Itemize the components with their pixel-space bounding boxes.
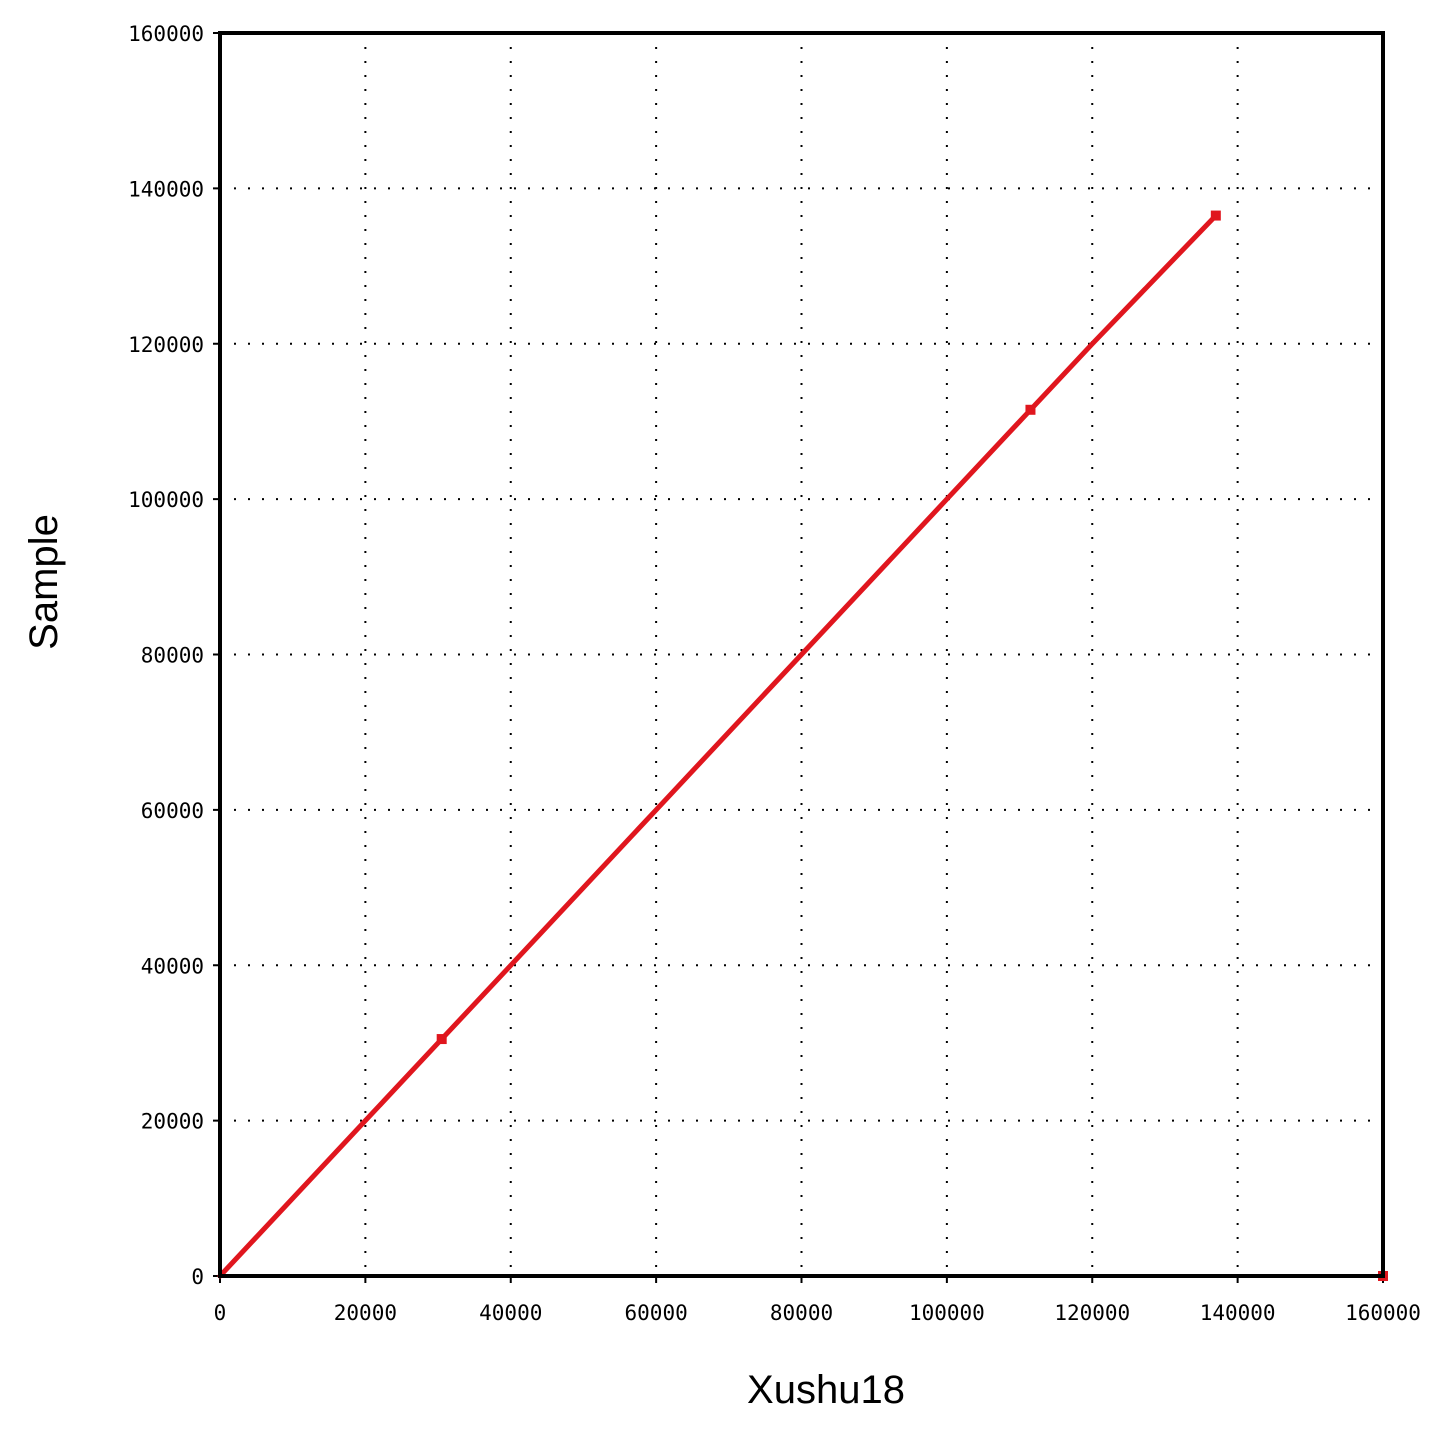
y-axis-ticks: 0 20000 40000 60000 80000 100000 120000 140000 1… [128,22,220,1289]
x-tick-label: 100000 [909,1301,985,1325]
series-line [217,213,1219,1279]
y-tick-label: 80000 [141,644,204,668]
x-tick-label: 0 [214,1301,227,1325]
x-axis-ticks: 0 20000 40000 60000 80000 100000 120000 140000 1… [214,1276,1421,1325]
x-tick-label: 60000 [625,1301,688,1325]
y-tick-label: 160000 [128,22,204,46]
y-tick-label: 60000 [141,799,204,823]
data-point [1025,404,1036,415]
y-tick-label: 40000 [141,954,204,978]
data-point [436,1034,447,1045]
x-tick-label: 40000 [479,1301,542,1325]
x-tick-label: 80000 [770,1301,833,1325]
y-tick-label: 20000 [141,1110,204,1134]
y-axis-title: Sample [22,514,66,650]
x-tick-label: 120000 [1054,1301,1130,1325]
x-tick-label: 140000 [1200,1301,1276,1325]
x-tick-label: 160000 [1345,1301,1421,1325]
y-tick-label: 120000 [128,333,204,357]
data-point [1210,210,1221,221]
series-group [217,210,1388,1281]
plot-frame [218,31,1385,1278]
y-tick-label: 100000 [128,488,204,512]
y-tick-label: 140000 [128,177,204,201]
y-tick-label: 0 [191,1265,204,1289]
x-tick-label: 20000 [334,1301,397,1325]
x-axis-title: Xushu18 [747,1368,905,1412]
